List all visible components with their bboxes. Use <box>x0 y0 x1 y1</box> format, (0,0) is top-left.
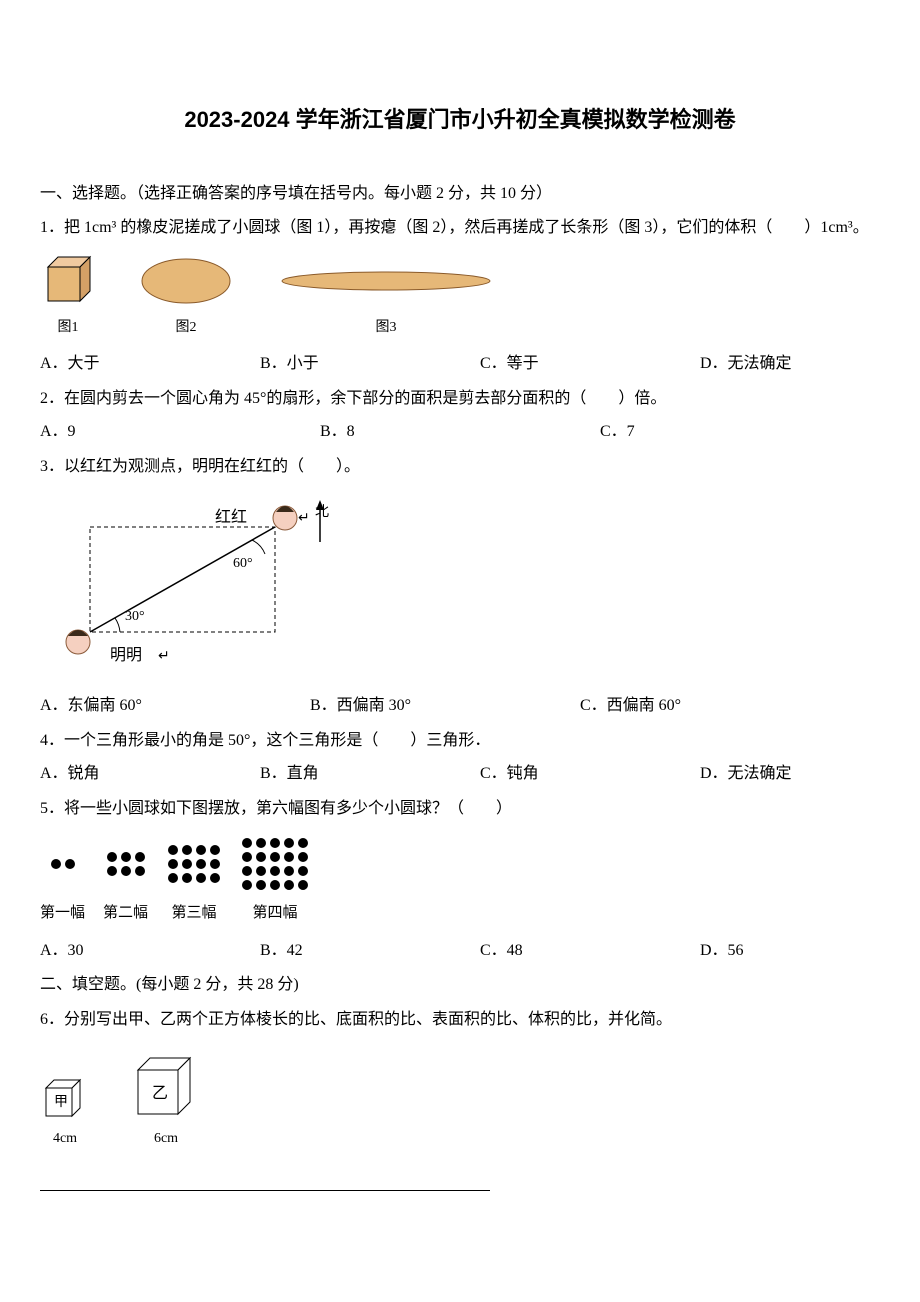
north-label: 北 <box>315 504 329 520</box>
q1-fig3-label: 图3 <box>376 315 397 340</box>
svg-text:红红: 红红 <box>215 508 247 526</box>
q6-cube2-dim: 6cm <box>154 1126 178 1151</box>
long-ellipse-icon <box>276 253 496 309</box>
pattern-3-label: 第三幅 <box>172 900 217 927</box>
q6-cube1-dim: 4cm <box>53 1126 77 1151</box>
q4-options: A．锐角 B．直角 C．钝角 D．无法确定 <box>40 760 880 789</box>
q1-opt-b: B．小于 <box>260 350 420 379</box>
q1-fig2-label: 图2 <box>176 315 197 340</box>
svg-text:30°: 30° <box>125 609 145 624</box>
svg-text:乙: 乙 <box>152 1085 168 1102</box>
pattern-1: 第一幅 <box>40 834 85 927</box>
q6-cube-1: 甲 4cm <box>40 1072 90 1151</box>
q1-fig2-wrap: 图2 <box>136 253 236 340</box>
section-2-header: 二、填空题。(每小题 2 分，共 28 分) <box>40 971 880 1000</box>
q2-opt-c: C．7 <box>600 418 635 447</box>
question-5: 5．将一些小圆球如下图摆放，第六幅图有多少个小圆球？（ ） 第一幅 第二幅 第三… <box>40 795 880 966</box>
q1-options: A．大于 B．小于 C．等于 D．无法确定 <box>40 350 880 379</box>
pattern-4: 第四幅 <box>240 834 310 927</box>
question-2: 2．在圆内剪去一个圆心角为 45°的扇形，余下部分的面积是剪去部分面积的（ ）倍… <box>40 385 880 447</box>
q4-opt-a: A．锐角 <box>40 760 200 789</box>
q2-text: 2．在圆内剪去一个圆心角为 45°的扇形，余下部分的面积是剪去部分面积的（ ）倍… <box>40 385 880 414</box>
q5-text: 5．将一些小圆球如下图摆放，第六幅图有多少个小圆球？（ ） <box>40 795 880 824</box>
svg-text:↵: ↵ <box>158 649 170 664</box>
pattern-2-label: 第二幅 <box>103 900 148 927</box>
pattern-2: 第二幅 <box>103 834 148 927</box>
small-cube-icon: 甲 <box>40 1072 90 1122</box>
q1-text: 1．把 1cm³ 的橡皮泥搓成了小圆球（图 1），再按瘪（图 2），然后再搓成了… <box>40 214 880 243</box>
q5-patterns: 第一幅 第二幅 第三幅 第四幅 <box>40 834 880 927</box>
q6-cube-2: 乙 6cm <box>130 1050 202 1151</box>
q3-opt-a: A．东偏南 60° <box>40 692 250 721</box>
question-6: 6．分别写出甲、乙两个正方体棱长的比、底面积的比、表面积的比、体积的比，并化简。… <box>40 1006 880 1191</box>
q4-opt-c: C．钝角 <box>480 760 640 789</box>
q1-opt-a: A．大于 <box>40 350 200 379</box>
q5-opt-b: B．42 <box>260 937 420 966</box>
pattern-3: 第三幅 <box>166 834 222 927</box>
svg-text:↵: ↵ <box>298 511 310 526</box>
q1-fig3-wrap: 图3 <box>276 253 496 340</box>
q3-diagram: 北 60° 30° 红红 ↵ 明明 ↵ <box>40 492 880 683</box>
question-1: 1．把 1cm³ 的橡皮泥搓成了小圆球（图 1），再按瘪（图 2），然后再搓成了… <box>40 214 880 379</box>
pattern-1-label: 第一幅 <box>40 900 85 927</box>
cube-icon <box>40 253 96 309</box>
q1-fig1-label: 图1 <box>58 315 79 340</box>
q5-opt-d: D．56 <box>700 937 744 966</box>
svg-text:明明: 明明 <box>110 647 142 664</box>
q3-opt-b: B．西偏南 30° <box>310 692 520 721</box>
q6-text: 6．分别写出甲、乙两个正方体棱长的比、底面积的比、表面积的比、体积的比，并化简。 <box>40 1006 880 1035</box>
q3-options: A．东偏南 60° B．西偏南 30° C．西偏南 60° <box>40 692 880 721</box>
q5-options: A．30 B．42 C．48 D．56 <box>40 937 880 966</box>
q2-opt-b: B．8 <box>320 418 540 447</box>
q4-opt-d: D．无法确定 <box>700 760 792 789</box>
question-3: 3．以红红为观测点，明明在红红的（ ）。 北 60° 30° 红红 ↵ 明明 ↵… <box>40 453 880 721</box>
large-cube-icon: 乙 <box>130 1050 202 1122</box>
svg-text:60°: 60° <box>233 556 253 571</box>
q4-text: 4．一个三角形最小的角是 50°，这个三角形是（ ）三角形． <box>40 727 880 756</box>
q5-opt-a: A．30 <box>40 937 200 966</box>
q6-cubes: 甲 4cm 乙 6cm <box>40 1050 880 1151</box>
q1-opt-d: D．无法确定 <box>700 350 792 379</box>
q2-opt-a: A．9 <box>40 418 260 447</box>
q1-opt-c: C．等于 <box>480 350 640 379</box>
ellipse-icon <box>136 253 236 309</box>
exam-title: 2023-2024 学年浙江省厦门市小升初全真模拟数学检测卷 <box>40 100 880 140</box>
section-1-header: 一、选择题。（选择正确答案的序号填在括号内。每小题 2 分，共 10 分） <box>40 180 880 209</box>
pattern-4-label: 第四幅 <box>253 900 298 927</box>
svg-text:甲: 甲 <box>54 1095 68 1110</box>
q1-figures: 图1 图2 图3 <box>40 253 880 340</box>
q3-opt-c: C．西偏南 60° <box>580 692 681 721</box>
q4-opt-b: B．直角 <box>260 760 420 789</box>
q2-options: A．9 B．8 C．7 <box>40 418 880 447</box>
q1-fig1-wrap: 图1 <box>40 253 96 340</box>
q6-answer-blank <box>40 1171 490 1191</box>
q5-opt-c: C．48 <box>480 937 640 966</box>
q3-text: 3．以红红为观测点，明明在红红的（ ）。 <box>40 453 880 482</box>
question-4: 4．一个三角形最小的角是 50°，这个三角形是（ ）三角形． A．锐角 B．直角… <box>40 727 880 789</box>
